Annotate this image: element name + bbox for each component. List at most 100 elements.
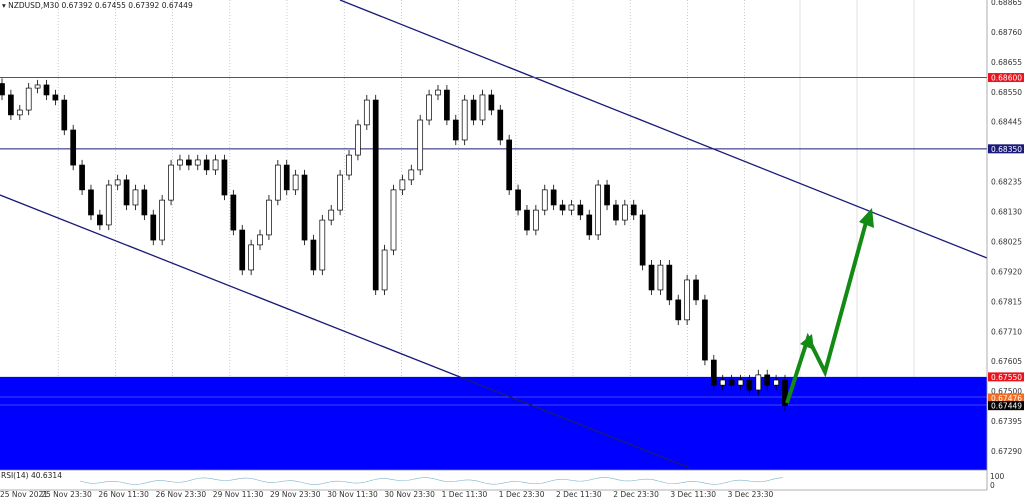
candle (550, 184, 557, 211)
candle-body (194, 159, 201, 166)
candle-body (257, 234, 263, 246)
candle-body (719, 379, 726, 386)
candle (479, 89, 486, 126)
rsi-line (79, 477, 783, 485)
candle-body (266, 199, 272, 236)
x-tick-label: 25 Nov 23:30 (41, 490, 92, 499)
candle-body (0, 83, 5, 96)
candle (461, 94, 468, 146)
candle (533, 204, 539, 236)
candle (319, 214, 326, 276)
candle-body (541, 189, 548, 211)
candle (257, 229, 263, 251)
candle-body (506, 139, 513, 191)
candle (25, 82, 32, 116)
candle-body (212, 159, 219, 171)
x-tick-label: 26 Nov 11:30 (98, 490, 149, 499)
candle (452, 114, 459, 146)
candle-body (283, 164, 290, 191)
candle-body (515, 189, 521, 211)
rsi-pane (0, 470, 987, 490)
candle-body (648, 264, 655, 291)
x-tick-label: 30 Nov 11:30 (327, 490, 378, 499)
candle-body (684, 279, 690, 321)
y-tick-label: 0.68760 (991, 28, 1022, 37)
candle-body (274, 164, 281, 201)
candle (292, 169, 299, 195)
candle-body (666, 264, 673, 301)
candle-body (693, 279, 699, 301)
candle (417, 114, 424, 176)
candle-body (470, 99, 477, 121)
candle-body (728, 379, 735, 386)
candle-body (292, 174, 299, 191)
candle-body (479, 94, 486, 121)
candle (702, 294, 708, 366)
candle-body (533, 209, 539, 231)
candle-body (105, 184, 112, 226)
candle-body (488, 94, 495, 111)
candle (541, 184, 548, 216)
candle (52, 89, 59, 106)
candle-body (461, 99, 468, 141)
projection-arrow (785, 214, 870, 404)
candle (177, 154, 183, 171)
candle (737, 374, 744, 391)
candle (390, 184, 397, 256)
x-tick-label: 30 Nov 23:30 (384, 490, 435, 499)
candle (363, 94, 370, 131)
candle-body (710, 359, 717, 386)
candle (212, 154, 219, 176)
candle-body (346, 154, 352, 176)
candle (79, 159, 85, 195)
candle (399, 174, 406, 195)
candle (782, 374, 788, 411)
candle-body (355, 124, 361, 156)
candle (710, 354, 717, 391)
x-tick-label: 1 Dec 23:30 (499, 490, 545, 499)
candle (274, 159, 281, 206)
y-tick-label: 0.67395 (991, 417, 1022, 426)
x-tick-label: 29 Nov 11:30 (213, 490, 264, 499)
candle-body (524, 209, 530, 231)
candle-body (150, 214, 157, 241)
candle-body (604, 184, 610, 206)
candle-body (657, 264, 664, 291)
y-tick-label: 0.67500 (991, 387, 1022, 396)
candle (666, 259, 673, 306)
y-tick-label: 0.67290 (991, 447, 1022, 456)
candle (186, 154, 192, 171)
candle (301, 169, 308, 246)
candle-body (550, 189, 557, 206)
rsi-label: RSI(14) 40.6314 (1, 471, 62, 480)
candle (719, 374, 726, 391)
candle-body (755, 374, 762, 391)
candle (586, 209, 593, 241)
candle-body (444, 89, 450, 121)
candle (43, 79, 50, 101)
candle (728, 374, 735, 391)
candle (194, 154, 201, 171)
candle-body (319, 219, 326, 271)
zone-price-tag-bg (988, 372, 1024, 382)
candle-body (239, 229, 246, 271)
candle (515, 184, 521, 216)
candle-body (399, 179, 406, 191)
resistance-price-tag-bg (988, 73, 1024, 83)
candle-body (328, 209, 335, 221)
candle-body (70, 129, 77, 166)
candle (595, 179, 601, 241)
candle-body (43, 84, 50, 96)
y-tick-label: 0.67710 (991, 327, 1022, 336)
ask-price-tag-bg (988, 393, 1024, 403)
candle-body (79, 164, 85, 191)
candle (248, 239, 254, 276)
y-tick-label: 0.68025 (991, 237, 1022, 246)
candle (524, 204, 530, 236)
candle (435, 84, 441, 101)
candle (408, 164, 415, 186)
arrow-head-icon (859, 208, 874, 228)
candle-body (177, 159, 183, 166)
